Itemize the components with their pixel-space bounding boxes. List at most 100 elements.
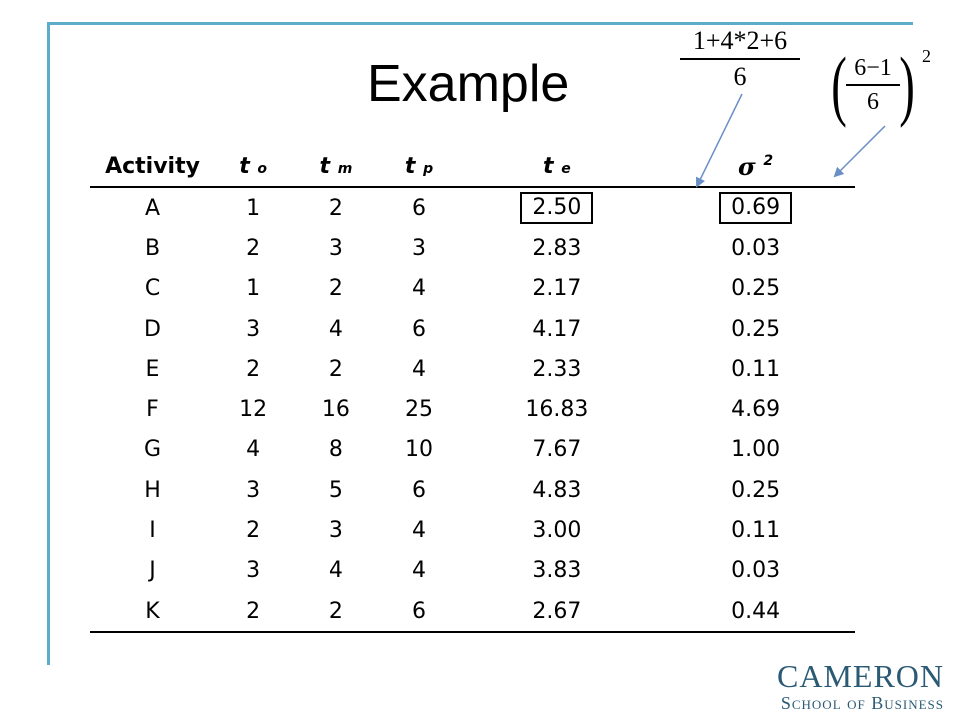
cell-variance: 0.44 [656,590,855,634]
cell-tp: 3 [412,235,426,261]
cell-activity: A [144,195,161,221]
cell-to: 2 [246,235,261,261]
cell-tm: 5 [328,477,343,503]
cell-te: 4.83 [532,477,582,503]
cell-variance: 0.25 [731,276,781,302]
formula-variance-exponent: 2 [922,46,931,66]
formula-variance-denominator: 6 [867,89,879,115]
cell-to: 3 [246,316,261,342]
cell-tm: 2 [291,590,381,634]
header-to: t o [215,146,292,188]
cell-variance: 0.69 [656,187,855,228]
highlight-box-variance: 0.69 [719,192,793,225]
logo-line1: CAMERON [776,658,944,694]
cell-te: 7.67 [532,437,582,463]
table-row: J 3 4 4 3.83 0.03 [90,551,855,591]
cell-te: 2.17 [532,276,582,302]
slide-title: Example [367,55,570,113]
cell-variance: 0.03 [731,558,781,584]
cameron-logo: CAMERON School of Business [777,660,944,714]
cell-tm: 3 [328,235,343,261]
cell-activity: E [145,356,160,382]
cell-to: 1 [246,195,261,221]
left-paren: ( [831,41,847,128]
cell-to: 2 [215,590,292,634]
formula-variance-fraction-bar [846,84,900,86]
logo-line2: School of Business [780,693,944,713]
table-row: C 1 2 4 2.17 0.25 [90,269,855,309]
cell-te: 2.50 [457,187,656,228]
header-activity: Activity [90,146,215,188]
formula-variance-fraction: 6−1 6 [846,54,900,116]
cell-te: 2.67 [457,590,657,634]
cell-activity: I [149,518,156,544]
formula-te-numerator: 1+4*2+6 [692,26,788,55]
table-row: K 2 2 6 2.67 0.44 [90,590,855,634]
cell-tm: 2 [328,276,343,302]
cell-tm: 4 [328,558,343,584]
cell-activity: F [146,397,159,423]
cell-variance: 1.00 [731,437,781,463]
formula-variance: ( 6−1 6 ) 2 [831,41,932,130]
cell-tp: 10 [405,437,433,463]
cell-tm: 8 [328,437,343,463]
cell-tp: 25 [405,397,433,423]
slide-frame-left [47,22,50,665]
cell-variance: 0.11 [731,356,781,382]
header-te: t e [457,146,657,188]
cell-to: 3 [246,558,261,584]
header-variance: σ 2 [656,146,855,188]
cell-te: 16.83 [525,397,589,423]
cell-te: 4.17 [532,316,582,342]
cell-to: 1 [246,276,261,302]
formula-te-denominator: 6 [733,62,747,91]
cell-to: 2 [246,356,261,382]
formula-te: 1+4*2+6 6 [680,26,800,92]
cell-activity: B [144,235,161,261]
cell-activity: G [143,437,162,463]
cell-variance: 0.25 [731,316,781,342]
cell-tp: 4 [412,518,426,544]
cell-tm: 3 [328,518,343,544]
cell-te: 2.33 [532,356,582,382]
cell-activity: D [144,316,161,342]
cell-tm: 4 [328,316,343,342]
table-row: D 3 4 6 4.17 0.25 [90,309,855,349]
cell-tp: 6 [412,477,426,503]
formula-variance-numerator: 6−1 [854,55,892,81]
highlight-box-te: 2.50 [520,192,594,225]
header-tp: t p [380,146,458,188]
header-tm: t m [291,146,381,188]
cell-tp: 4 [412,356,426,382]
right-paren: ) [899,41,915,128]
table-header-row: Activity t o t m t p t e σ 2 [90,146,855,188]
table-row: A 1 2 6 2.50 0.69 [90,187,855,228]
cell-tp: 4 [412,276,426,302]
cell-variance: 0.11 [731,518,781,544]
cell-te: 2.83 [532,235,582,261]
cell-tm: 2 [328,356,343,382]
cell-activity: J [149,558,156,584]
cell-to: 4 [246,437,261,463]
table-row: H 3 5 6 4.83 0.25 [90,470,855,510]
cell-te: 3.00 [532,518,582,544]
cell-activity: H [144,477,161,503]
cell-tm: 16 [321,397,350,423]
cell-variance: 4.69 [731,397,781,423]
cell-variance: 0.03 [731,235,781,261]
table-row: F 12 16 25 16.83 4.69 [90,389,855,429]
cell-activity: C [144,276,161,302]
table-row: G 4 8 10 7.67 1.00 [90,430,855,470]
cell-tp: 6 [380,590,458,634]
formula-te-fraction-bar [680,58,800,60]
cell-tp: 4 [412,558,426,584]
cell-tp: 6 [412,195,426,221]
table-row: E 2 2 4 2.33 0.11 [90,349,855,389]
cell-te: 3.83 [532,558,582,584]
cell-tp: 6 [412,316,426,342]
cell-to: 3 [246,477,261,503]
cell-to: 12 [239,397,268,423]
cell-to: 2 [246,518,261,544]
cell-tm: 2 [328,195,343,221]
table-row: I 2 3 4 3.00 0.11 [90,510,855,550]
